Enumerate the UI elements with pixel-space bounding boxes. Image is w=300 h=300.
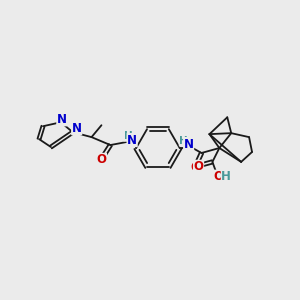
Text: H: H (124, 131, 133, 141)
Text: O: O (97, 153, 106, 167)
Text: O: O (213, 170, 224, 183)
Text: O: O (194, 160, 203, 173)
Text: O: O (190, 161, 201, 174)
Text: N: N (127, 134, 137, 147)
Text: N: N (184, 138, 194, 151)
Text: H: H (179, 136, 188, 146)
Text: H: H (221, 170, 231, 183)
Text: N: N (72, 122, 82, 135)
Text: N: N (57, 113, 67, 126)
